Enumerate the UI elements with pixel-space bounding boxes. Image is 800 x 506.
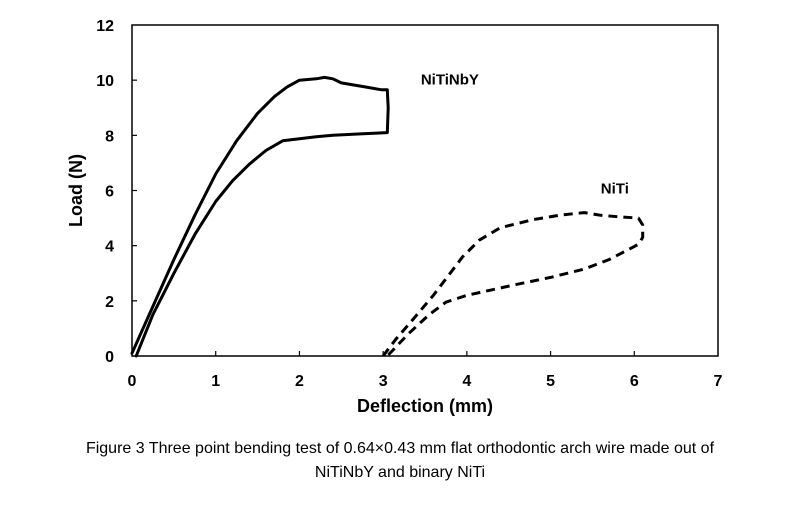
series-layer (130, 75, 645, 358)
y-tick-label: 2 (105, 294, 114, 311)
series-line-nitinby (130, 75, 390, 358)
y-tick-label: 8 (105, 128, 114, 145)
y-axis-title: Load (N) (66, 154, 86, 227)
x-tick-label: 3 (379, 373, 388, 390)
x-tick-label: 0 (128, 373, 137, 390)
y-tick-label: 10 (96, 73, 114, 90)
series-label-niti: NiTi (601, 180, 629, 197)
figure-caption-line-1: Figure 3 Three point bending test of 0.6… (85, 440, 715, 457)
series-label-nitinby: NiTiNbY (421, 71, 479, 88)
x-axis: 0 1 2 3 4 5 6 7 (128, 351, 723, 390)
x-tick-label: 5 (546, 373, 555, 390)
x-tick-label: 7 (714, 373, 723, 390)
series-line-niti (381, 211, 645, 358)
x-tick-label: 6 (630, 373, 639, 390)
y-tick-label: 12 (96, 18, 114, 35)
figure-caption-line-2: NiTiNbY and binary NiTi (314, 464, 486, 481)
y-tick-label: 0 (105, 349, 114, 366)
x-tick-label: 2 (295, 373, 304, 390)
y-tick-label: 6 (105, 184, 114, 201)
y-tick-label: 4 (105, 239, 114, 256)
x-tick-label: 4 (462, 373, 471, 390)
x-axis-title: Deflection (mm) (357, 396, 493, 416)
x-tick-label: 1 (211, 373, 220, 390)
y-axis: 0 2 4 6 8 10 12 (96, 18, 137, 366)
